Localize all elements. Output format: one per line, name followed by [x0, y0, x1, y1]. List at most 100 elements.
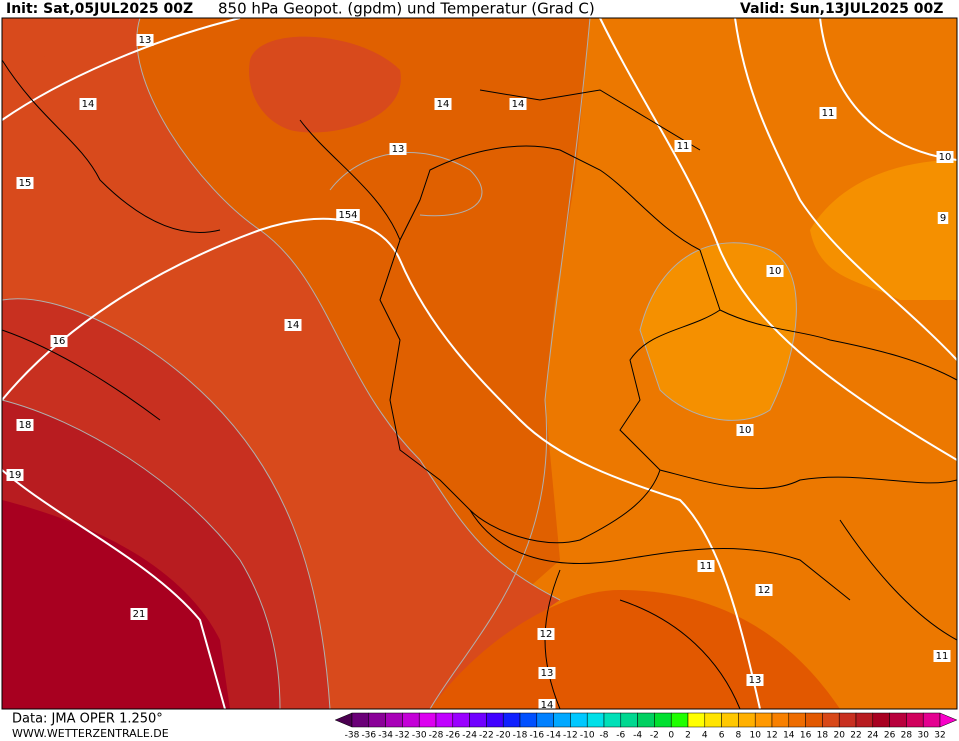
contour-label-box: [736, 424, 754, 436]
color-bar-arrow: [939, 712, 958, 728]
color-bar-label: 20: [833, 731, 845, 741]
contour-label: 10: [739, 425, 752, 436]
color-bar-swatch: [805, 712, 823, 728]
contour-label: 154: [338, 210, 357, 221]
map-frame: [1, 17, 958, 710]
header-bar: [0, 0, 959, 18]
color-bar-label: -24: [462, 731, 477, 741]
color-bar-label: 2: [685, 731, 691, 741]
data-source: Data: JMA OPER 1.250°: [12, 712, 163, 727]
color-bar-label: 12: [766, 731, 777, 741]
contour-label: 13: [749, 675, 762, 686]
contour-label: 13: [392, 144, 405, 155]
color-bar-label: 6: [719, 731, 725, 741]
contour-label: 9: [940, 213, 946, 224]
contour-label-box: [136, 34, 154, 46]
color-bar-label: -30: [412, 731, 427, 741]
contour-label-box: [16, 419, 34, 431]
color-bar-swatch: [721, 712, 739, 728]
color-bar-label: -34: [378, 731, 393, 741]
color-bar-swatch: [351, 712, 370, 728]
color-bar-swatch: [889, 712, 907, 728]
color-bar-swatch: [704, 712, 722, 728]
contour-label: 14: [437, 99, 450, 110]
color-bar-label: 30: [917, 731, 929, 741]
color-bar-label: 18: [817, 731, 829, 741]
color-bar-swatch: [872, 712, 890, 728]
color-bar-swatch: [922, 712, 941, 728]
color-bar-swatch: [822, 712, 840, 728]
contour-label: 13: [139, 35, 152, 46]
contour-label-box: [336, 209, 360, 221]
color-bar-swatch: [402, 712, 420, 728]
color-bar-swatch: [687, 712, 706, 728]
contour-label-box: [79, 98, 97, 110]
contour-label: 16: [53, 336, 66, 347]
geopotential-isolines: [1, 17, 958, 710]
color-bar-label: -2: [650, 731, 659, 741]
contour-label: 10: [939, 152, 952, 163]
contour-label-box: [674, 140, 692, 152]
contour-label-box: [933, 650, 951, 662]
contour-label: 19: [9, 470, 22, 481]
color-bar-label: 24: [867, 731, 879, 741]
color-bar-swatch: [586, 712, 605, 728]
contour-label-box: [936, 151, 954, 163]
color-bar-label: 14: [783, 731, 795, 741]
contour-label: 12: [540, 629, 553, 640]
contour-label-box: [819, 107, 837, 119]
contour-label: 11: [936, 651, 949, 662]
color-bar-swatch: [620, 712, 638, 728]
color-bar-swatch: [469, 712, 487, 728]
contour-label-box: [697, 560, 715, 572]
color-bar-label: -28: [429, 731, 444, 741]
contour-label-box: [755, 584, 773, 596]
color-bar-swatch: [654, 712, 672, 728]
color-bar-label: 0: [668, 731, 674, 741]
contour-label: 12: [758, 585, 771, 596]
temperature-isolines: [1, 17, 797, 710]
map-title: 850 hPa Geopot. (gpdm) und Temperatur (G…: [218, 0, 595, 18]
color-bar-label: -38: [345, 731, 360, 741]
color-bar-label: 22: [850, 731, 861, 741]
contour-label: 21: [133, 609, 146, 620]
color-bar-swatch: [855, 712, 874, 728]
contour-label: 18: [19, 420, 32, 431]
contour-label: 11: [700, 561, 713, 572]
contour-label: 14: [512, 99, 525, 110]
color-bar-label: -4: [633, 731, 642, 741]
color-bar-label: -18: [513, 731, 528, 741]
color-bar-swatch: [486, 712, 504, 728]
color-bar-label: 26: [884, 731, 896, 741]
color-bar-swatch: [906, 712, 924, 728]
init-time: Init: Sat,05JUL2025 00Z: [6, 1, 193, 17]
color-bar-swatch: [603, 712, 622, 728]
contour-label-box: [434, 98, 452, 110]
contour-label-box: [509, 98, 527, 110]
contour-label: 13: [541, 668, 554, 679]
contour-label-box: [538, 699, 556, 711]
color-bar-swatch: [435, 712, 454, 728]
color-bar-swatch: [385, 712, 403, 728]
borders: [1, 59, 958, 710]
color-bar: -38 -36 -34 -32 -30 -28 -26 -24 -22 -20 -18 -16 -14-…: [334, 712, 958, 741]
color-bar-swatch: [418, 712, 437, 728]
contour-label-box: [766, 265, 784, 277]
color-bar-swatch: [838, 712, 857, 728]
color-bar-swatch: [553, 712, 571, 728]
color-bar-label: -6: [616, 731, 625, 741]
temperature-field: [2, 18, 957, 709]
contour-label: 15: [19, 178, 32, 189]
color-bar-label: -16: [529, 731, 544, 741]
color-bar-swatch: [738, 712, 756, 728]
contour-label: 14: [287, 320, 300, 331]
contour-label-box: [537, 628, 555, 640]
contour-label-box: [130, 608, 148, 620]
color-bar-label: -8: [600, 731, 609, 741]
color-bar-label: -22: [479, 731, 494, 741]
color-bar-label: -36: [361, 731, 376, 741]
contour-label-box: [937, 212, 949, 224]
color-bar-label: -32: [395, 731, 410, 741]
